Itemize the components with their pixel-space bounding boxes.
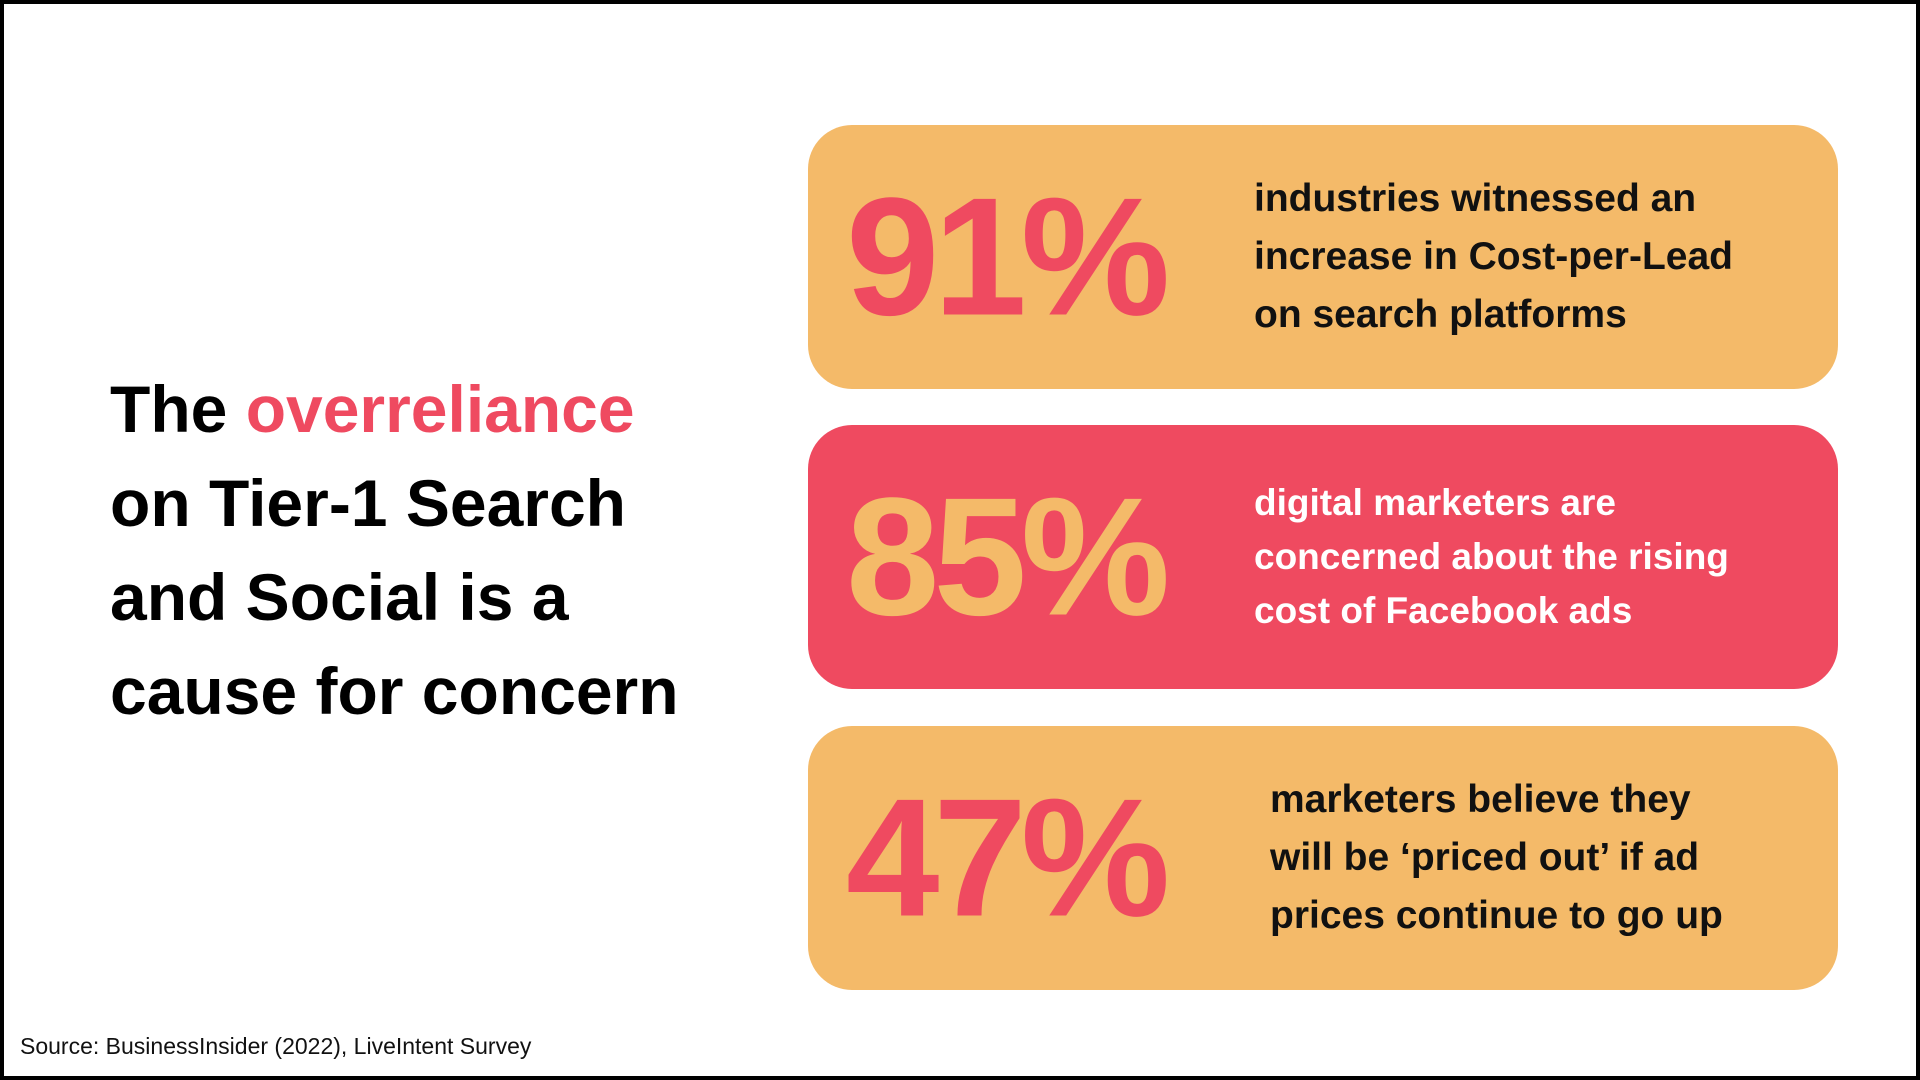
stat-card: 47% marketers believe they will be ‘pric… — [808, 726, 1838, 990]
description-line: concerned about the rising — [1254, 536, 1729, 577]
description-line: on search platforms — [1254, 293, 1627, 336]
description-line: industries witnessed an — [1254, 177, 1697, 220]
headline-line: and Social is a — [110, 560, 569, 634]
stat-description: digital marketers are concerned about th… — [1254, 476, 1729, 638]
description-line: digital marketers are — [1254, 482, 1616, 523]
description-line: marketers believe they — [1270, 778, 1691, 821]
headline-line: cause for concern — [110, 654, 679, 728]
stat-figure: 85% — [846, 462, 1170, 651]
stat-figure: 91% — [846, 162, 1170, 351]
source-note: Source: BusinessInsider (2022), LiveInte… — [20, 1033, 532, 1059]
description-line: increase in Cost-per-Lead — [1254, 235, 1733, 278]
headline: The overreliance on Tier-1 Search and So… — [110, 362, 679, 738]
headline-word: The — [110, 372, 228, 446]
description-line: will be ‘priced out’ if ad — [1270, 836, 1700, 879]
description-line: cost of Facebook ads — [1254, 590, 1633, 631]
stat-description: industries witnessed an increase in Cost… — [1254, 170, 1733, 344]
headline-highlight: overreliance — [245, 372, 635, 446]
stat-card: 85% digital marketers are concerned abou… — [808, 425, 1838, 689]
headline-line: The overreliance — [110, 362, 679, 456]
description-line: prices continue to go up — [1270, 894, 1723, 937]
headline-line: on Tier-1 Search — [110, 466, 626, 540]
stat-description: marketers believe they will be ‘priced o… — [1270, 771, 1723, 945]
stat-figure: 47% — [846, 763, 1170, 952]
stat-card: 91% industries witnessed an increase in … — [808, 125, 1838, 389]
